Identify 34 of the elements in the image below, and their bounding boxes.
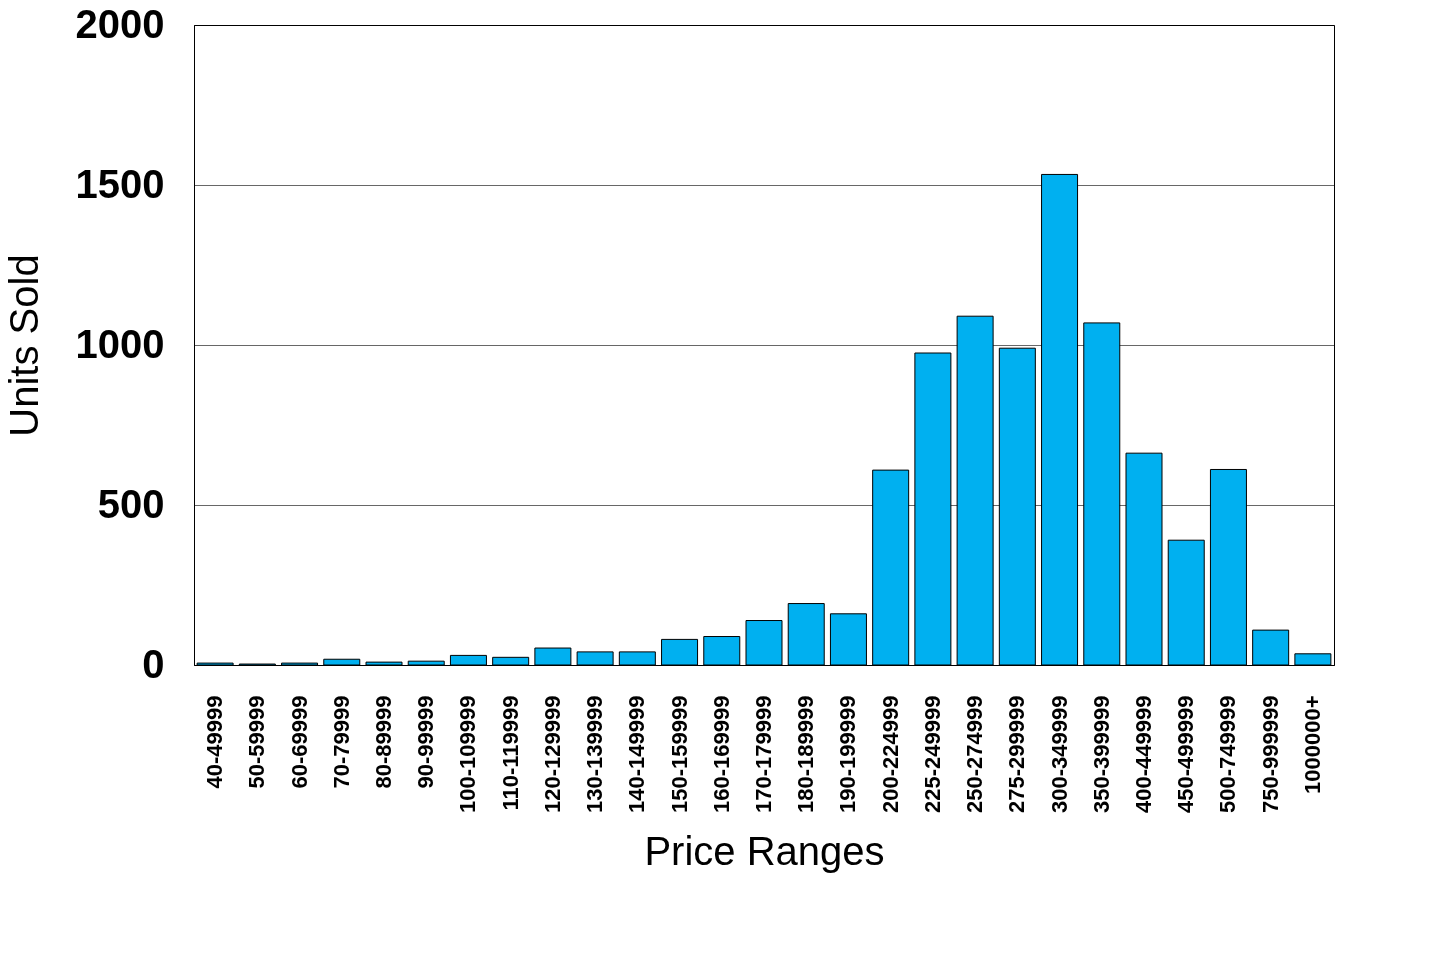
x-tick-label: 110-119999 [497,695,523,811]
x-tick-label: 60-69999 [286,695,312,789]
x-tick-label: 100-109999 [455,695,481,813]
x-tick-label: 90-99999 [413,695,439,789]
y-tick-label: 1000 [75,321,165,366]
x-tick-label: 40-49999 [202,695,228,789]
x-tick-label: 80-89999 [371,695,396,789]
x-tick-label: 140-149999 [624,695,650,813]
x-tick-label: 50-59999 [244,695,270,789]
x-tick-label: 180-189999 [793,695,819,813]
y-tick-label: 2000 [75,1,165,46]
y-axis-title: Units Sold [1,254,46,437]
y-tick-label: 1500 [75,161,165,206]
x-tick-label: 400-449999 [1131,695,1156,813]
x-axis-title: Price Ranges [644,828,885,873]
x-tick-label: 120-129999 [539,695,565,813]
y-tick-label: 0 [142,641,165,686]
x-tick-label: 275-299999 [1004,695,1030,813]
x-tick-label: 170-179999 [751,695,776,813]
y-tick-label: 500 [97,481,165,526]
x-tick-label: 500-749999 [1215,695,1241,813]
x-tick-label: 130-139999 [582,695,608,813]
x-tick-label: 250-274999 [962,695,988,813]
x-tick-label: 70-79999 [328,695,354,789]
x-tick-label: 1000000+ [1299,695,1325,794]
x-tick-label: 200-224999 [877,695,903,813]
x-tick-label: 350-399999 [1088,695,1114,813]
x-tick-label: 150-159999 [666,695,692,813]
x-tick-label: 750-999999 [1257,695,1283,813]
x-tick-label: 225-249999 [919,695,945,813]
x-tick-label: 190-199999 [835,695,861,813]
x-tick-label: 300-349999 [1046,695,1072,813]
x-tick-label: 160-169999 [708,695,734,813]
x-tick-label: 450-499999 [1173,695,1199,813]
